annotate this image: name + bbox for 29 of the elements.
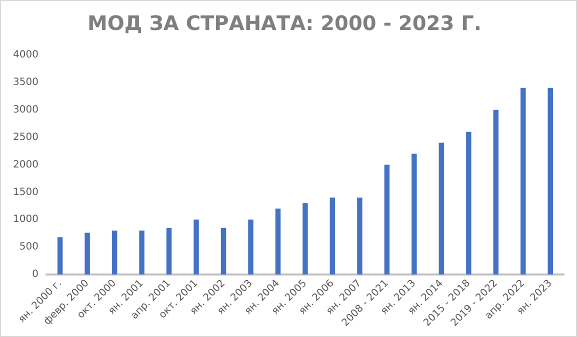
bar [438,142,444,274]
bar [466,132,472,274]
bar [275,208,281,274]
bar [57,237,63,274]
bar [248,220,254,274]
bar [412,154,417,274]
bar [520,88,526,274]
y-tick-label: 2000 [12,159,38,170]
y-tick-label: 1500 [12,186,38,198]
bar [493,110,499,274]
y-tick-label: 4000 [12,50,38,61]
bar [548,88,553,274]
y-tick-label: 3000 [12,104,38,116]
bar [84,232,90,274]
bar [302,203,308,274]
chart-title: МОД ЗА СТРАНАТА: 2000 - 2023 Г. [88,11,482,36]
bar [112,230,118,274]
bar [220,228,226,274]
bar [357,198,362,274]
y-tick-label: 2500 [12,132,38,143]
y-tick-label: 3500 [12,77,38,88]
y-tick-label: 500 [19,242,38,253]
y-tick-label: 1000 [12,214,38,226]
bar [384,164,390,274]
bar [330,198,336,274]
bar [194,220,199,274]
y-tick-label: 0 [32,269,38,280]
bar [166,228,172,274]
bar [139,230,144,274]
